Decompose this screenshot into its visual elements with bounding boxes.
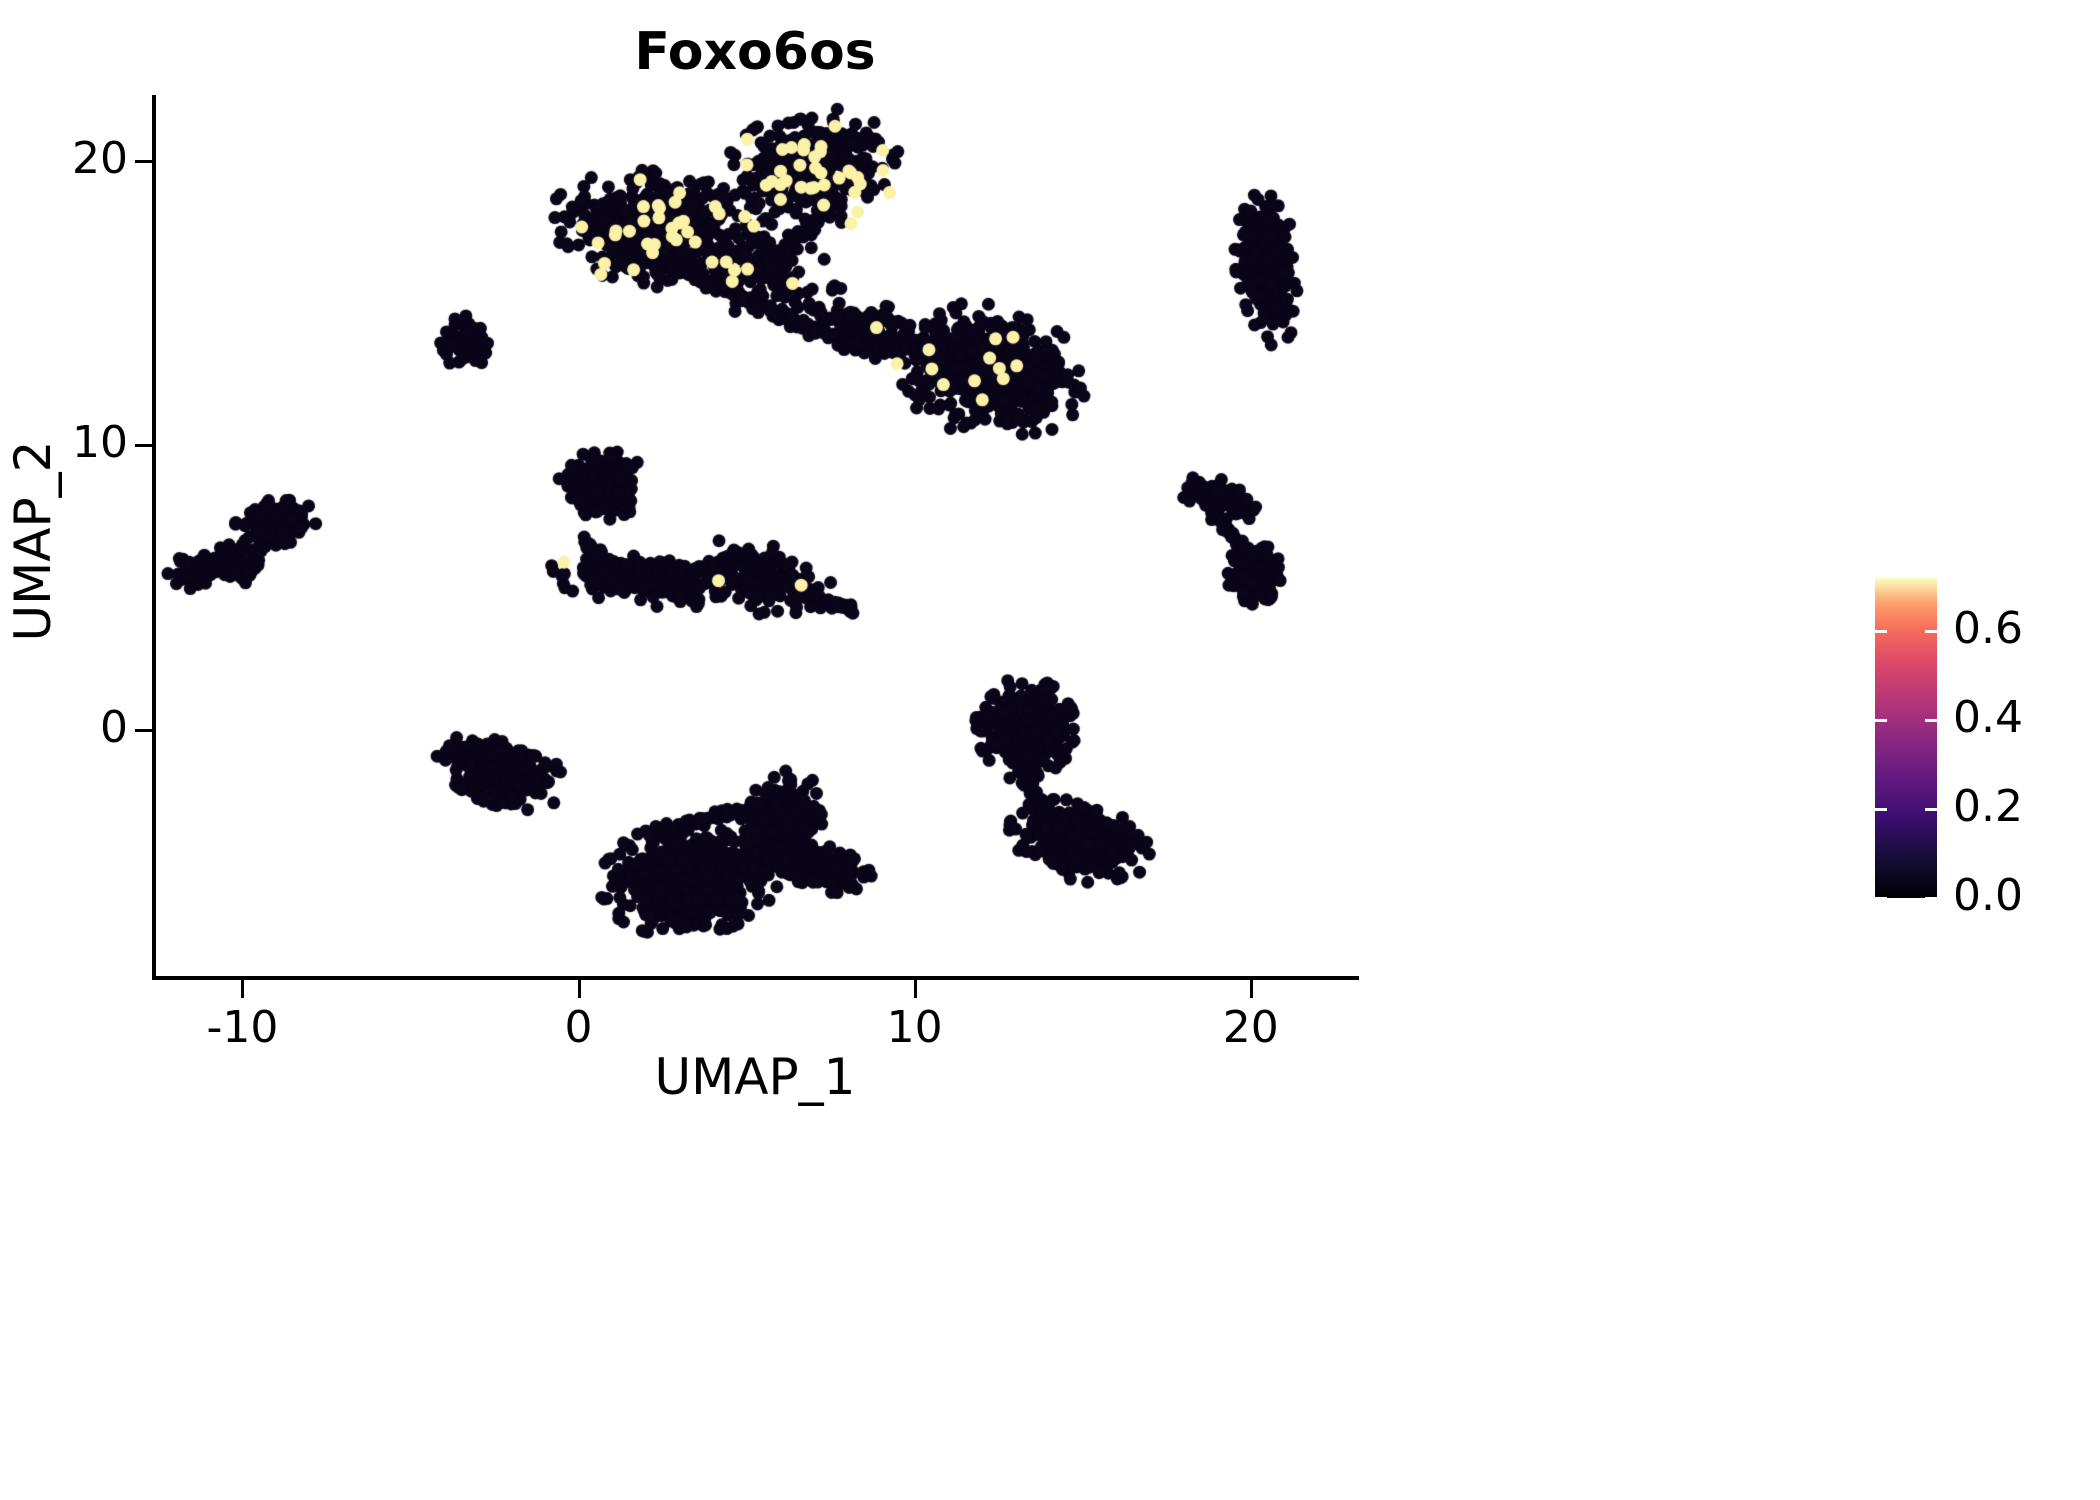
x-tick-mark [1249, 980, 1253, 998]
y-axis-label: UMAP_2 [4, 440, 62, 642]
y-tick-label: 20 [72, 132, 128, 184]
colorbar-tick-mark [1875, 719, 1887, 723]
colorbar-tick-mark [1875, 897, 1887, 900]
colorbar-tick-label: 0.4 [1953, 692, 2023, 744]
colorbar-tick-mark [1925, 808, 1937, 812]
y-tick-label: 0 [100, 702, 128, 754]
colorbar: 0.0 0.2 0.4 0.6 [1875, 578, 2090, 918]
page-title: Foxo6os [634, 22, 876, 82]
y-tick-mark [135, 729, 153, 733]
colorbar-tick-mark [1875, 808, 1887, 812]
x-tick-label: 10 [886, 1002, 943, 1053]
x-tick-label: 20 [1222, 1002, 1279, 1053]
colorbar-tick-label: 0.6 [1953, 603, 2023, 655]
y-tick-mark [135, 444, 153, 448]
colorbar-tick-label: 0.2 [1953, 781, 2023, 833]
x-axis-spine [152, 976, 1359, 980]
y-tick-label: 10 [72, 417, 128, 469]
x-tick-mark [913, 980, 917, 998]
x-tick-mark [577, 980, 581, 998]
x-axis-label: UMAP_1 [654, 1048, 856, 1106]
colorbar-tick-mark [1925, 630, 1937, 634]
scatter-points-layer [155, 95, 1355, 975]
x-tick-label: -10 [206, 1002, 279, 1053]
colorbar-tick-mark [1925, 897, 1937, 900]
plot-area [155, 95, 1355, 975]
y-tick-mark [135, 159, 153, 163]
x-tick-label: 0 [564, 1002, 593, 1053]
colorbar-tick-mark [1925, 719, 1937, 723]
y-axis-spine [152, 95, 156, 980]
colorbar-tick-label: 0.0 [1953, 870, 2023, 921]
colorbar-gradient [1875, 578, 1937, 898]
x-tick-mark [241, 980, 245, 998]
colorbar-tick-mark [1875, 630, 1887, 634]
